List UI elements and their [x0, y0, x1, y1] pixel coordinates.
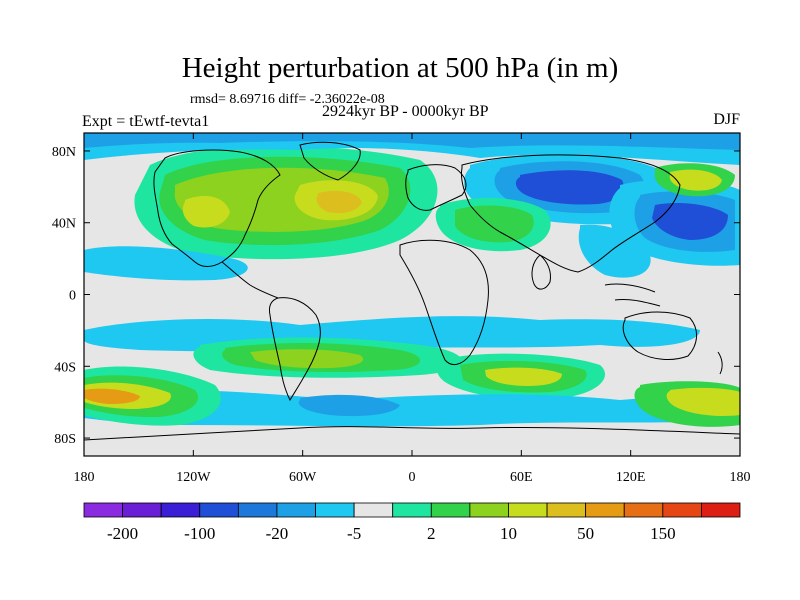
coast-australia — [622, 311, 697, 360]
colorbar-label: 10 — [500, 524, 517, 543]
colorbar-swatch — [662, 502, 702, 518]
anomaly-sindian-strongpos — [485, 367, 562, 386]
colorbar-swatch — [623, 502, 664, 518]
colorbar-swatch — [237, 502, 278, 518]
coast-asia — [461, 154, 681, 273]
colorbar — [83, 502, 741, 518]
anomaly-swpacific-maxpos — [84, 388, 140, 404]
lat-tick-label: 40S — [54, 360, 76, 375]
colorbar-swatch — [122, 502, 162, 518]
coast-indonesia — [604, 283, 661, 307]
coast-north-america — [153, 149, 281, 267]
anomaly-arctic-weakneg — [84, 140, 740, 165]
anomaly-na-peak — [316, 190, 362, 214]
anomaly-arctic-midneg — [84, 133, 740, 150]
lat-tick-label: 80N — [52, 145, 76, 160]
lon-tick-label: 120W — [176, 470, 211, 485]
anomaly-mideast-midpos — [455, 205, 534, 243]
colorbar-swatch — [546, 502, 587, 518]
coast-newzealand — [717, 351, 723, 375]
coast-antarctica — [84, 426, 740, 441]
coast-europe — [405, 164, 467, 211]
colorbar-swatch — [199, 502, 239, 518]
colorbar-label: 50 — [577, 524, 594, 543]
lat-tick-label: 80S — [54, 432, 76, 447]
colorbar-labels: -200 -100 -20 -5 2 10 50 150 — [107, 524, 676, 543]
longitude-axis: 180 120W 60W 0 60E 120E 180 — [74, 470, 751, 485]
latitude-axis: 80N 40N 0 40S 80S — [52, 145, 76, 447]
lon-tick-label: 0 — [409, 470, 416, 485]
coast-africa — [399, 239, 489, 366]
anomaly-southern-ocean-cyan — [84, 390, 740, 427]
lon-tick-label: 60W — [289, 470, 317, 485]
lat-tick-label: 0 — [69, 289, 76, 304]
anomaly-alaska-strongpos — [669, 169, 722, 191]
anomaly-tropics-north — [84, 246, 248, 281]
coast-south-america — [269, 297, 321, 402]
lon-tick-label: 180 — [74, 470, 95, 485]
colorbar-swatch — [276, 502, 316, 518]
axis-ticks — [83, 133, 741, 456]
coast-greenland — [299, 141, 361, 181]
coast-central-america — [221, 261, 279, 299]
colorbar-label: -20 — [266, 524, 289, 543]
lon-tick-label: 180 — [730, 470, 751, 485]
anomaly-southern-ocean-blue — [298, 394, 400, 417]
anomaly-npacific-strongneg — [652, 203, 728, 240]
period-label: 2924kyr BP - 0000kyr BP — [322, 103, 489, 120]
colorbar-swatch — [83, 502, 123, 518]
coastlines — [84, 141, 740, 441]
colorbar-label: 150 — [650, 524, 676, 543]
anomaly-eastpacific-cyan — [578, 224, 651, 278]
stats-text: rmsd= 8.69716 diff= -2.36022e-08 — [190, 92, 385, 107]
plot-title: Height perturbation at 500 hPa (in m) — [181, 52, 619, 84]
anomaly-siberia-strongneg — [515, 170, 624, 205]
colorbar-swatch — [469, 502, 509, 518]
colorbar-label: -100 — [184, 524, 215, 543]
anomaly-nwpacific-pos — [182, 196, 230, 228]
colorbar-swatch — [353, 502, 394, 518]
colorbar-swatch — [701, 502, 741, 518]
colorbar-swatch — [430, 502, 471, 518]
experiment-label: Expt = tEwtf-tevta1 — [82, 113, 210, 130]
colorbar-swatch — [392, 502, 432, 518]
lon-tick-label: 120E — [616, 470, 646, 485]
colorbar-swatch — [315, 502, 355, 518]
contour-field — [84, 133, 740, 456]
colorbar-swatch — [585, 502, 625, 518]
colorbar-label: -5 — [347, 524, 361, 543]
lon-tick-label: 60E — [510, 470, 533, 485]
anomaly-south-pos — [250, 349, 364, 369]
anomaly-sepacific-strongpos — [666, 387, 740, 416]
lat-tick-label: 40N — [52, 217, 76, 232]
colorbar-swatch — [508, 502, 548, 518]
colorbar-label: 2 — [427, 524, 436, 543]
season-label: DJF — [713, 111, 740, 128]
colorbar-label: -200 — [107, 524, 138, 543]
coast-india — [531, 254, 551, 290]
colorbar-swatch — [160, 502, 201, 518]
